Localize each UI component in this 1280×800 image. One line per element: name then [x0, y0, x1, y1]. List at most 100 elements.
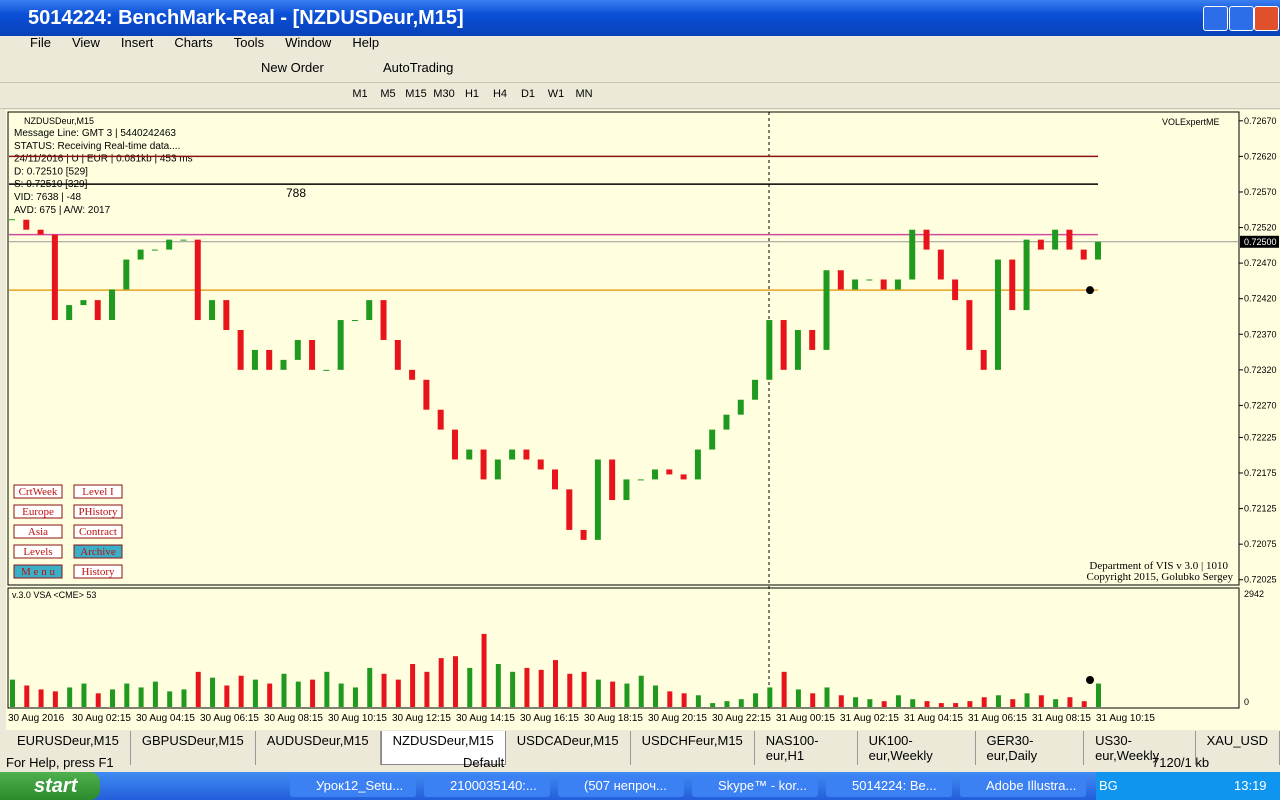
chart-tab[interactable]: USDCADeur,M15: [505, 731, 631, 765]
candle-body: [37, 229, 44, 235]
candle-body: [666, 469, 673, 475]
candle-body: [523, 449, 530, 460]
indicator-button-label: CrtWeek: [19, 486, 58, 498]
timeframe-button[interactable]: W1: [547, 88, 565, 100]
chart-tab[interactable]: GER30-eur,Daily: [975, 731, 1085, 765]
volume-bar: [424, 671, 430, 707]
volume-bar: [553, 660, 558, 707]
chart-tab[interactable]: GBPUSDeur,M15: [130, 731, 256, 765]
volume-bar: [767, 687, 773, 707]
volume-bar: [1067, 697, 1073, 707]
volume-bar: [924, 701, 930, 707]
x-tick-label: 30 Aug 04:15: [136, 713, 195, 724]
info-line: D: 0.72510 [529]: [14, 166, 88, 177]
taskbar-item[interactable]: (507 непроч...: [558, 775, 684, 797]
x-tick-label: 31 Aug 08:15: [1032, 713, 1091, 724]
chart-tab[interactable]: XAU_USD: [1195, 731, 1280, 765]
volume-bar: [738, 699, 744, 707]
taskbar-item[interactable]: 5014224: Be...: [826, 775, 952, 797]
timeframe-button[interactable]: H1: [464, 88, 480, 100]
volume-bar: [967, 701, 973, 707]
menu-item[interactable]: Insert: [120, 35, 154, 50]
candle-body: [580, 529, 587, 540]
volume-title: v.3.0 VSA <CME> 53: [12, 590, 96, 600]
chart-tab[interactable]: EURUSDeur,M15: [6, 731, 131, 765]
volume-bar: [1010, 699, 1016, 707]
x-tick-label: 31 Aug 00:15: [776, 713, 835, 724]
new-order-button[interactable]: New Order: [261, 60, 324, 75]
indicator-button[interactable]: [13, 484, 63, 499]
volume-bar: [581, 671, 587, 707]
chart-tab[interactable]: NAS100-eur,H1: [754, 731, 858, 765]
volume-bar: [81, 683, 87, 707]
volume-bar: [638, 675, 644, 707]
menu-item[interactable]: File: [30, 35, 51, 50]
indicator-button[interactable]: [13, 564, 63, 579]
indicator-button[interactable]: [73, 484, 123, 499]
volume-bar: [1053, 699, 1059, 707]
status-help: For Help, press F1: [6, 755, 114, 770]
indicator-button[interactable]: [73, 524, 123, 539]
taskbar-item[interactable]: Урок12_Setu...: [290, 775, 416, 797]
maximize-button[interactable]: [1229, 6, 1254, 31]
indicator-button[interactable]: [13, 524, 63, 539]
close-button[interactable]: [1254, 6, 1279, 31]
chart-tab[interactable]: NZDUSDeur,M15: [380, 731, 506, 765]
timeframe-button[interactable]: M30: [433, 88, 455, 100]
title-bar: 5014224: BenchMark-Real - [NZDUSDeur,M15…: [0, 0, 1280, 36]
taskbar-item[interactable]: Skype™ - kor...: [692, 775, 818, 797]
indicator-button[interactable]: [13, 544, 63, 559]
x-tick-label: 31 Aug 02:15: [840, 713, 899, 724]
timeframe-button[interactable]: M1: [352, 88, 368, 100]
timeframe-button[interactable]: MN: [575, 88, 593, 100]
volume-bar: [567, 673, 573, 707]
menu-item[interactable]: Charts: [174, 35, 213, 50]
volume-bar: [681, 693, 687, 707]
menu-item[interactable]: View: [71, 35, 100, 50]
indicator-button-label: Contract: [79, 526, 117, 538]
menu-item[interactable]: Help: [352, 35, 380, 50]
volume-bar: [452, 656, 458, 707]
chart-tab[interactable]: AUDUSDeur,M15: [255, 731, 381, 765]
timeframe-button[interactable]: H4: [492, 88, 508, 100]
y-tick-label: 0: [1244, 697, 1249, 707]
taskbar-item[interactable]: Adobe Illustra...: [960, 775, 1086, 797]
candle-body: [266, 349, 273, 370]
candle-body: [609, 459, 616, 501]
volume-bar: [310, 679, 316, 707]
y-tick-label: 0.72520: [1244, 223, 1277, 233]
info-line: Message Line: GMT 3 | 5440242463: [14, 128, 176, 139]
volume-bar: [481, 633, 487, 707]
menu-item[interactable]: Tools: [233, 35, 265, 50]
taskbar-item[interactable]: 2100035140:...: [424, 775, 550, 797]
volume-bar: [653, 685, 659, 707]
minimize-button[interactable]: [1203, 6, 1228, 31]
indicator-button[interactable]: [73, 544, 123, 559]
current-price-label: 0.72500: [1244, 237, 1277, 247]
volume-bar: [1096, 683, 1101, 707]
start-button[interactable]: start: [0, 772, 100, 800]
timeframe-button[interactable]: D1: [520, 88, 536, 100]
candle-body: [552, 469, 558, 490]
candle-body: [451, 429, 458, 460]
volume-bar: [538, 669, 544, 707]
volume-bar: [467, 667, 473, 707]
indicator-button[interactable]: [73, 504, 123, 519]
menu-item[interactable]: Window: [285, 35, 332, 50]
timeframe-button[interactable]: M15: [405, 88, 427, 100]
chart-tab[interactable]: UK100-eur,Weekly: [857, 731, 976, 765]
candle-body: [909, 229, 916, 280]
volume-bar: [95, 693, 101, 707]
price-panel: [7, 111, 1240, 586]
indicator-button[interactable]: [73, 564, 123, 579]
volume-bar: [824, 687, 830, 707]
chart-tab[interactable]: USDCHFeur,M15: [630, 731, 755, 765]
candle-body: [166, 239, 173, 250]
timeframe-button[interactable]: M5: [380, 88, 396, 100]
candle-body: [209, 300, 216, 321]
indicator-button[interactable]: [13, 504, 63, 519]
candle-body: [709, 429, 716, 450]
chart-tab[interactable]: US30-eur,Weekly: [1084, 731, 1196, 765]
autotrading-button[interactable]: AutoTrading: [383, 60, 454, 75]
